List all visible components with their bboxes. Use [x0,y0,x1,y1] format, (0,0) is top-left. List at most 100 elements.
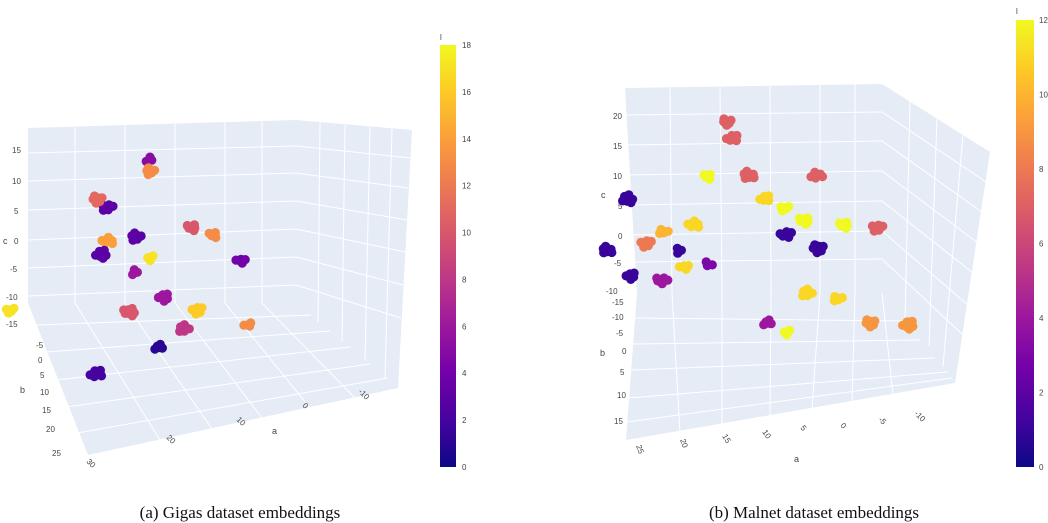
data-point-marker [98,253,108,263]
data-point-marker [841,223,851,233]
data-point-marker [145,255,155,266]
colorbar-tick: 12 [462,182,471,191]
b-tick: 10 [617,391,626,400]
data-point [91,245,111,263]
data-point-marker [707,260,717,270]
colorbar-title: l [1016,7,1018,16]
data-point-marker [898,320,908,330]
data-point [182,220,200,236]
scene-panes [625,84,990,440]
data-point-marker [175,326,185,336]
data-point-marker [85,370,95,380]
data-point-marker [818,241,828,251]
data-point [719,114,736,130]
data-point-marker [801,219,811,229]
data-point-marker [693,222,704,232]
data-point [755,191,774,206]
data-point [861,315,880,332]
data-point-marker [817,172,828,182]
b-tick: -5 [36,341,44,350]
a-tick: 20 [678,438,690,450]
colorbar-ticks: 18 16 14 12 10 8 6 4 2 0 [462,41,471,472]
data-point [128,265,142,280]
a-axis-ticks: 25 20 15 10 5 0 -5 -10 [634,409,927,456]
a-tick: 0 [301,401,311,411]
data-point [759,315,776,330]
c-tick: 10 [613,172,622,181]
data-point-marker [721,134,732,144]
data-point-marker [869,226,879,236]
colorbar-tick: 8 [462,275,467,284]
data-point [142,163,160,180]
colorbar-tick: 0 [1039,463,1044,472]
a-tick: 5 [798,424,808,434]
colorbar-tick: 18 [462,41,471,50]
data-point [231,254,250,268]
colorbar: l 18 16 14 12 10 8 6 4 2 0 [440,33,471,472]
scene-gridlines [27,121,411,441]
data-point-marker [97,193,107,203]
data-point-marker [806,172,816,182]
data-point-marker [240,255,250,265]
data-point-marker [740,173,750,183]
data-point-marker [626,274,636,284]
data-point-marker [782,330,792,340]
b-tick: -15 [612,298,624,307]
data-point-marker [810,240,820,250]
colorbar-gradient [440,45,456,467]
data-point-marker [764,315,774,325]
data-point-marker [119,305,129,315]
colorbar-tick: 2 [1039,389,1044,398]
data-point-marker [179,320,189,330]
data-point-marker [89,191,100,201]
data-point [808,240,828,258]
data-point-marker [764,191,774,201]
c-axis-ticks: 20 15 10 5 0 -5 -10 [606,112,623,296]
c-tick: 0 [618,232,623,241]
data-point-marker [107,238,117,249]
data-point [701,257,717,271]
b-tick: 0 [38,356,43,365]
data-point-marker [742,166,752,176]
data-point [97,232,117,249]
caption-b: (b) Malnet dataset embeddings [709,503,919,522]
data-point-marker [732,130,742,141]
a-axis-title: a [272,426,277,436]
data-point [187,303,207,319]
data-point-marker [655,228,665,238]
points [598,114,918,340]
data-point [636,236,656,252]
data-point-marker [189,226,199,236]
data-point [674,261,694,274]
c-tick: -5 [10,265,18,274]
data-point [829,292,847,306]
data-point-marker [601,241,611,251]
data-point-marker [182,220,192,231]
data-point [143,251,158,266]
data-point [776,201,794,216]
c-tick: 15 [12,146,21,155]
a-tick: 30 [85,457,98,470]
scene-panes [28,120,412,455]
data-point-marker [862,315,872,325]
b-axis-title: b [600,348,605,358]
data-point-marker [829,296,840,306]
data-point-marker [129,265,139,275]
b-tick: -10 [612,313,624,322]
b-tick: 5 [620,368,625,377]
c-axis-title: c [3,236,8,246]
data-point-marker [795,213,805,223]
data-point-marker [143,163,154,173]
colorbar-ticks: 12 10 8 6 4 2 0 [1039,16,1048,472]
c-tick: -10 [6,293,18,302]
c-tick: 5 [14,207,19,216]
colorbar-tick: 4 [462,369,467,378]
data-point-marker [211,232,221,243]
data-point-marker [663,275,673,285]
data-point [204,228,221,243]
data-point-marker [99,245,109,255]
data-point-marker [191,309,201,319]
colorbar-gradient [1016,20,1034,467]
data-point [618,190,638,208]
